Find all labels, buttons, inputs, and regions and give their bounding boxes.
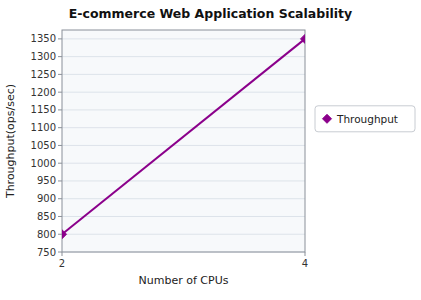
grid-line: [62, 180, 305, 181]
grid-line: [62, 234, 305, 235]
y-tick-label: 800: [37, 229, 56, 240]
legend-box: [315, 106, 415, 132]
legend-label: Throughput: [336, 113, 398, 125]
grid-line: [62, 38, 305, 39]
y-tick: [58, 74, 62, 75]
y-tick: [58, 145, 62, 146]
plot-area: [62, 30, 305, 252]
point: [301, 34, 306, 43]
y-tick-label: 1300: [31, 51, 56, 62]
point: [62, 230, 67, 239]
y-axis-label: Throughput(ops/sec): [4, 84, 17, 199]
legend-marker: [323, 114, 332, 123]
y-tick: [58, 56, 62, 57]
y-tick-label: 1000: [31, 158, 56, 169]
y-tick: [58, 198, 62, 199]
x-tick-label: 4: [302, 258, 308, 269]
x-tick-label: 2: [59, 258, 65, 269]
y-tick-label: 1350: [31, 33, 56, 44]
y-tick-label: 1250: [31, 69, 56, 80]
y-tick-label: 900: [37, 193, 56, 204]
grid-line: [62, 92, 305, 93]
y-tick-label: 1150: [31, 104, 56, 115]
grid-line: [62, 127, 305, 128]
y-tick: [58, 127, 62, 128]
grid-line: [62, 145, 305, 146]
y-tick-label: 750: [37, 247, 56, 258]
y-tick: [58, 92, 62, 93]
grid-line: [62, 74, 305, 75]
grid-line: [62, 109, 305, 110]
chart: 750 800 850 900 950 1000 1050 1100 1150 1200 1250 1…: [0, 0, 421, 300]
plot-frame: [62, 30, 305, 252]
x-tick: [305, 252, 306, 256]
y-tick-label: 850: [37, 211, 56, 222]
y-tick-label: 950: [37, 175, 56, 186]
y-tick: [58, 180, 62, 181]
y-axis: 750 800 850 900 950 1000 1050 1100 1150 1200 1250 1…: [31, 33, 62, 257]
y-tick: [58, 109, 62, 110]
y-tick-label: 1100: [31, 122, 56, 133]
x-axis-label: Number of CPUs: [139, 274, 229, 287]
title: E-commerce Web Application Scalability: [69, 6, 352, 21]
grid-line: [62, 198, 305, 199]
grid-line: [62, 163, 305, 164]
line: [62, 39, 305, 234]
x-axis: 24: [59, 252, 308, 269]
x-tick: [62, 252, 63, 256]
legend: Throughput: [315, 106, 415, 132]
y-tick: [58, 163, 62, 164]
data-layer: [62, 34, 305, 238]
grid-line: [62, 56, 305, 57]
y-tick-label: 1200: [31, 87, 56, 98]
y-tick: [58, 252, 62, 253]
grid: [62, 39, 305, 252]
y-tick-label: 1050: [31, 140, 56, 151]
y-tick: [58, 38, 62, 39]
grid-line: [62, 216, 305, 217]
y-tick: [58, 216, 62, 217]
y-tick: [58, 234, 62, 235]
